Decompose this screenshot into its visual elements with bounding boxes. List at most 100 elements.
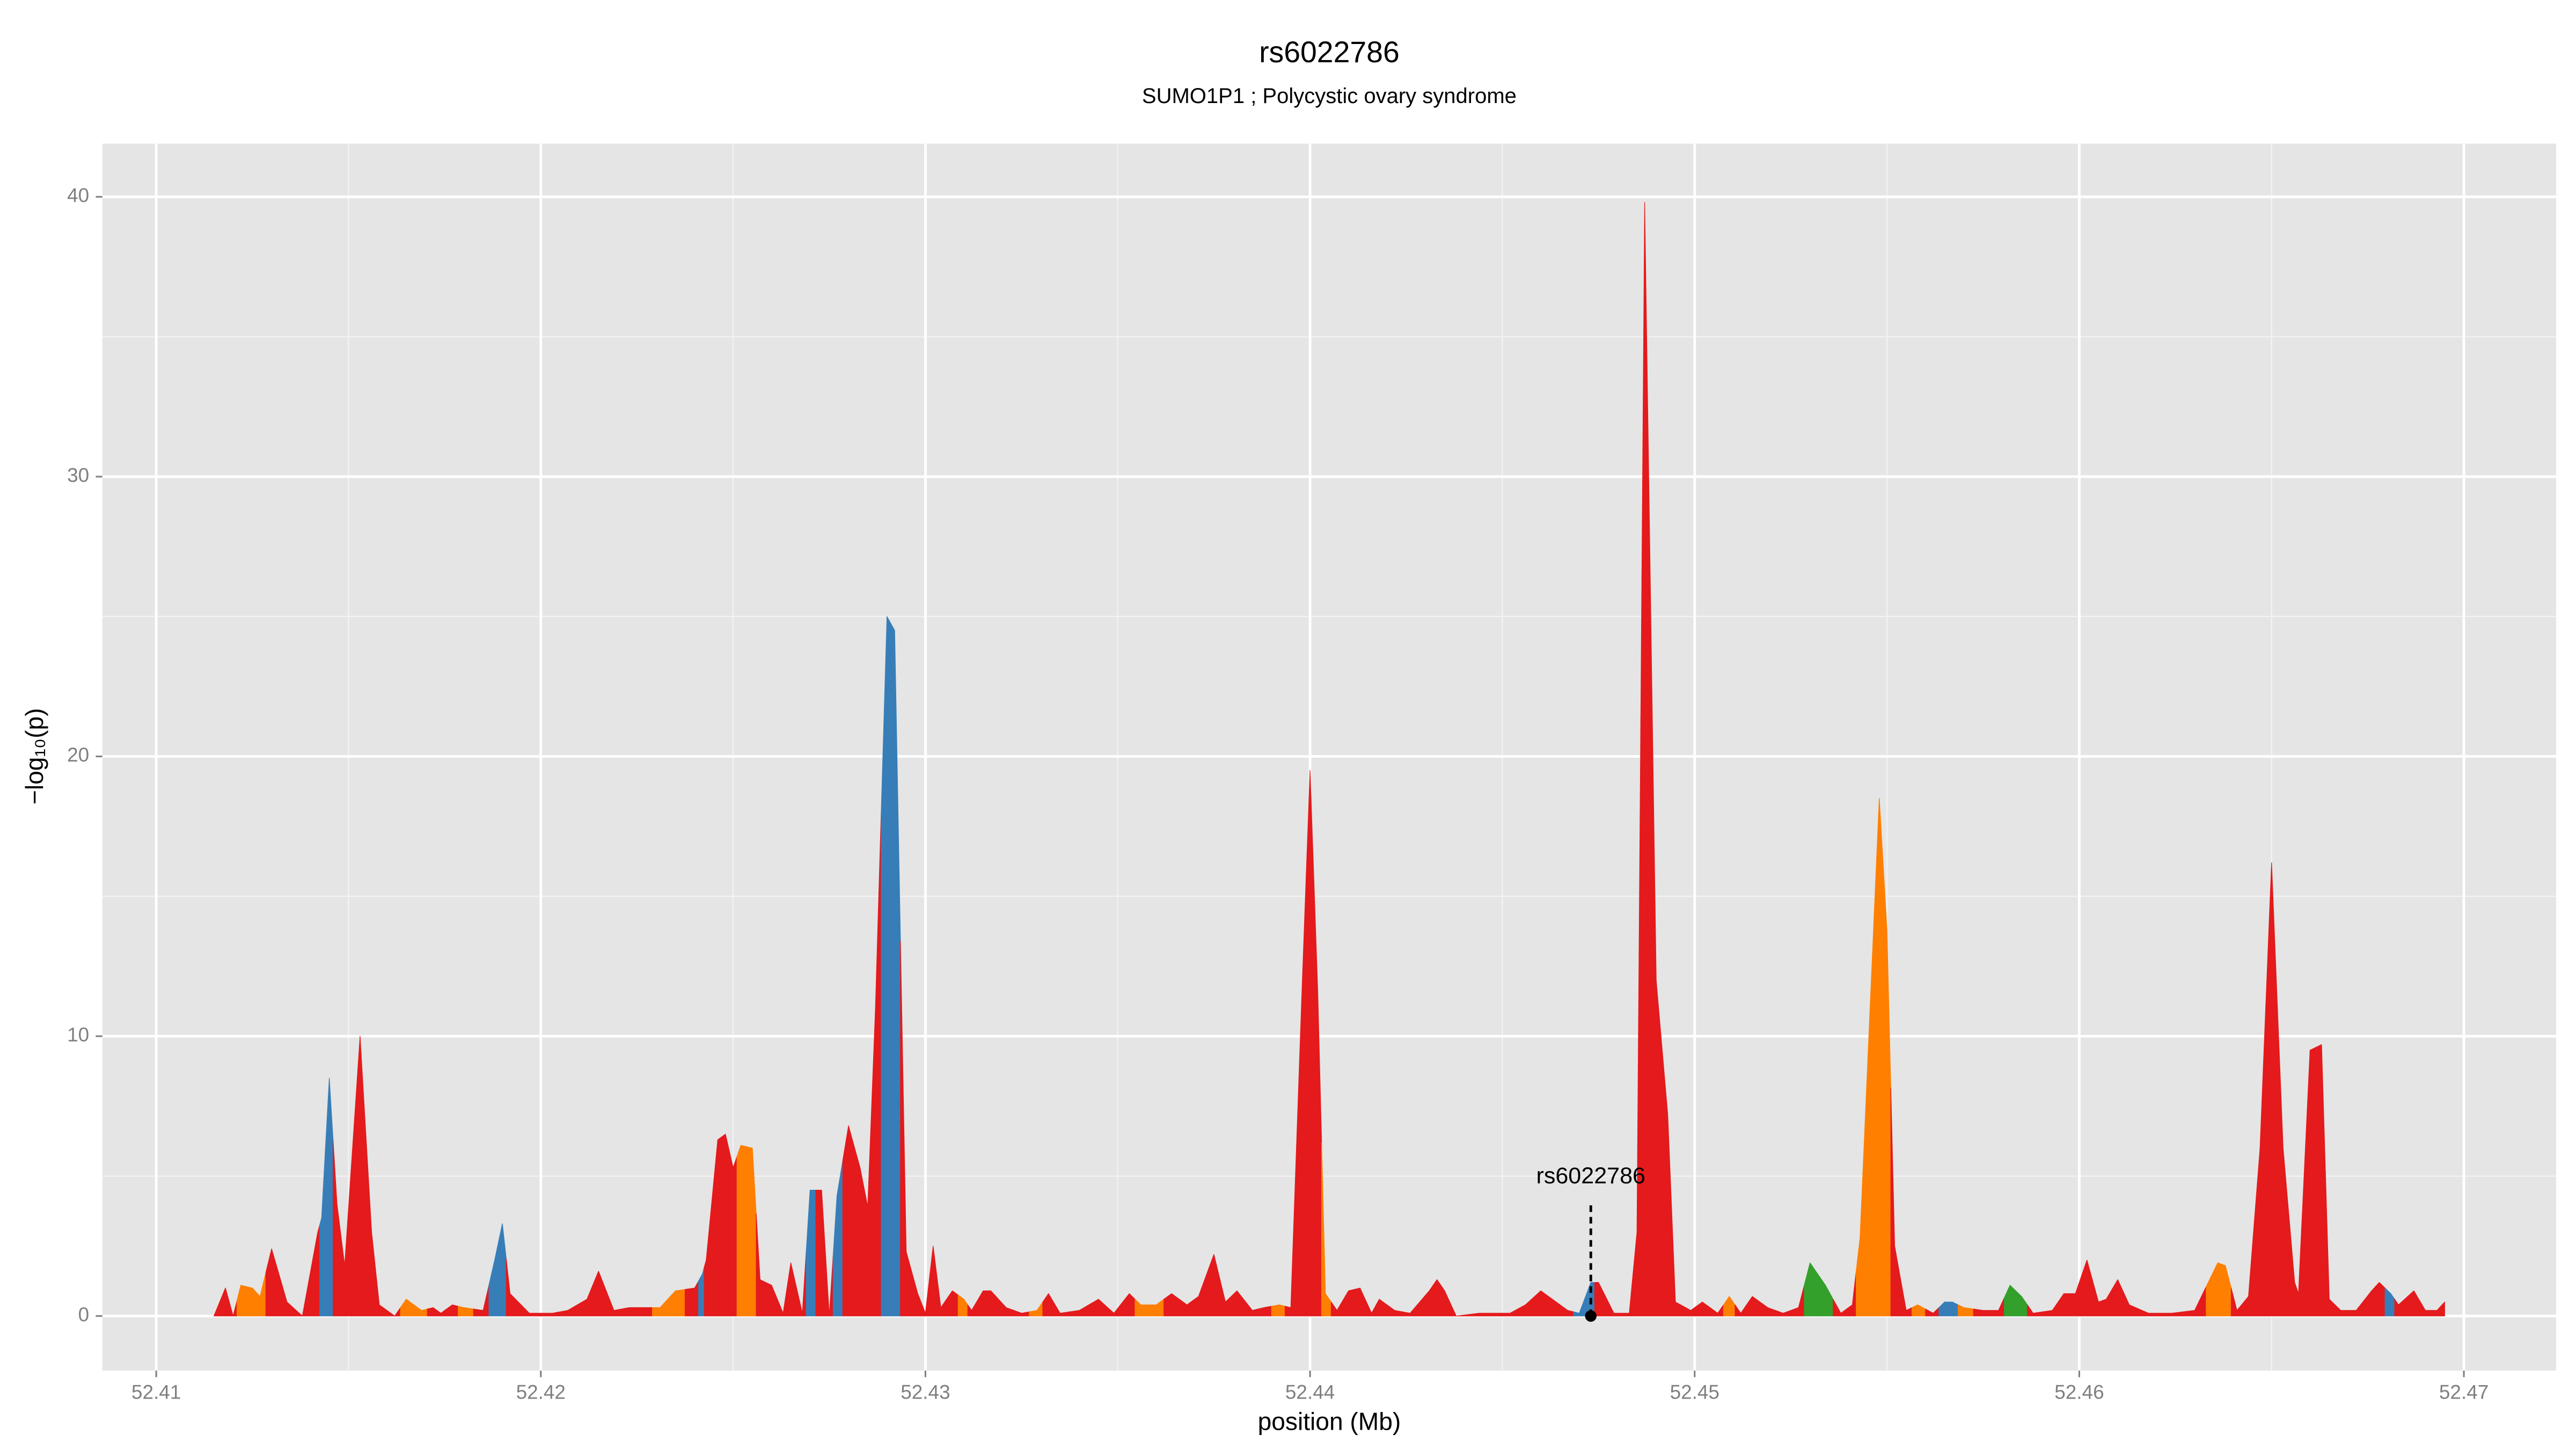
area-segment xyxy=(1594,1282,1607,1316)
area-segment xyxy=(229,1300,238,1316)
area-segment xyxy=(854,1146,865,1316)
area-segment xyxy=(2325,1172,2336,1316)
area-segment xyxy=(488,1241,499,1316)
area-segment xyxy=(746,1146,757,1316)
area-segment xyxy=(890,623,901,1316)
y-tick-label: 40 xyxy=(67,185,89,207)
area-segment xyxy=(2183,1286,2207,1316)
area-segment xyxy=(2405,1290,2420,1316)
area-segment xyxy=(340,1150,353,1316)
area-segment xyxy=(473,1285,489,1316)
area-segment xyxy=(1833,1299,1847,1316)
area-segment xyxy=(2363,1286,2376,1316)
area-segment xyxy=(1759,1301,1776,1316)
area-segment xyxy=(2348,1300,2365,1316)
area-segment xyxy=(219,1287,230,1316)
area-segment xyxy=(1053,1303,1070,1316)
area-segment xyxy=(1402,1301,1420,1316)
x-tick-label: 52.46 xyxy=(2054,1381,2104,1403)
area-segment xyxy=(1662,1047,1672,1316)
chart-title: rs6022786 xyxy=(1259,35,1400,69)
area-segment xyxy=(1042,1293,1055,1316)
area-segment xyxy=(667,1289,686,1316)
area-segment xyxy=(2027,1304,2043,1316)
area-segment xyxy=(1205,1254,1220,1316)
x-tick-label: 52.42 xyxy=(516,1381,566,1403)
area-segment xyxy=(998,1299,1014,1316)
area-segment xyxy=(957,1294,968,1316)
area-segment xyxy=(806,1189,816,1316)
area-segment xyxy=(1365,1300,1376,1316)
area-segment xyxy=(1313,880,1322,1316)
area-segment xyxy=(1244,1300,1258,1316)
area-segment xyxy=(1148,1299,1165,1316)
area-segment xyxy=(881,616,891,1316)
area xyxy=(213,202,2445,1316)
area-segment xyxy=(559,1304,578,1316)
area-segment xyxy=(729,1150,737,1316)
area-segment xyxy=(1440,1285,1451,1316)
area-segment xyxy=(698,1267,705,1316)
area-segment xyxy=(1375,1299,1388,1316)
area-segment xyxy=(684,1280,699,1316)
area-segment xyxy=(1817,1274,1834,1316)
area-segment xyxy=(1121,1293,1136,1316)
area-segment xyxy=(1179,1299,1194,1316)
area-segment xyxy=(1973,1308,1992,1316)
area-segment xyxy=(1321,1142,1332,1316)
area-segment xyxy=(1890,1087,1901,1316)
area-segment xyxy=(721,1133,730,1316)
area-segment xyxy=(1775,1310,1791,1316)
area-segment xyxy=(255,1272,266,1316)
area-segment xyxy=(2138,1308,2161,1316)
area-segment xyxy=(427,1307,437,1316)
area-segment xyxy=(540,1311,561,1316)
area-segment xyxy=(236,1285,247,1316)
area-segment xyxy=(1306,770,1314,1316)
area-segment xyxy=(765,1282,778,1316)
area-segment xyxy=(1846,1271,1857,1316)
area-segment xyxy=(577,1285,594,1316)
area-segment xyxy=(796,1251,807,1316)
area-segment xyxy=(325,1078,334,1316)
area-segment xyxy=(967,1300,978,1316)
chart-subtitle: SUMO1P1 ; Polycystic ovary syndrome xyxy=(1142,84,1517,108)
area-segment xyxy=(815,1189,826,1316)
area-segment xyxy=(2004,1285,2016,1316)
area-segment xyxy=(863,1107,872,1316)
area-segment xyxy=(1856,1018,1870,1316)
area-segment xyxy=(2221,1264,2232,1316)
y-tick-label: 10 xyxy=(67,1024,89,1046)
area-segment xyxy=(2419,1300,2432,1316)
area-segment xyxy=(832,1160,843,1316)
area-segment xyxy=(2384,1287,2395,1316)
area-segment xyxy=(936,1276,947,1316)
area-segment xyxy=(1925,1307,1940,1316)
area-segment xyxy=(825,1253,834,1316)
area-segment xyxy=(977,1290,987,1316)
y-tick-label: 0 xyxy=(78,1304,90,1326)
area-segment xyxy=(352,1036,367,1316)
area-segment xyxy=(458,1306,474,1316)
area-segment xyxy=(1013,1310,1030,1316)
x-tick-label: 52.47 xyxy=(2439,1381,2489,1403)
area-segment xyxy=(2431,1306,2441,1316)
area-segment xyxy=(1353,1287,1366,1316)
area-segment xyxy=(2375,1282,2385,1316)
area-segment xyxy=(621,1307,638,1316)
area-segment xyxy=(2265,862,2278,1316)
area-segment xyxy=(786,1262,797,1316)
area-segment xyxy=(265,1248,280,1316)
area-segment xyxy=(1735,1304,1747,1316)
area-segment xyxy=(1517,1297,1534,1316)
area-segment xyxy=(1682,1306,1697,1316)
area-segment xyxy=(1671,1208,1684,1316)
area-segment xyxy=(2092,1280,2103,1316)
annotation: rs6022786 xyxy=(1536,1163,1645,1322)
area-segment xyxy=(1135,1299,1149,1316)
area-segment xyxy=(704,1199,713,1316)
area-segment xyxy=(375,1268,387,1316)
area-segment xyxy=(1650,591,1663,1316)
area-segment xyxy=(2242,1221,2255,1316)
